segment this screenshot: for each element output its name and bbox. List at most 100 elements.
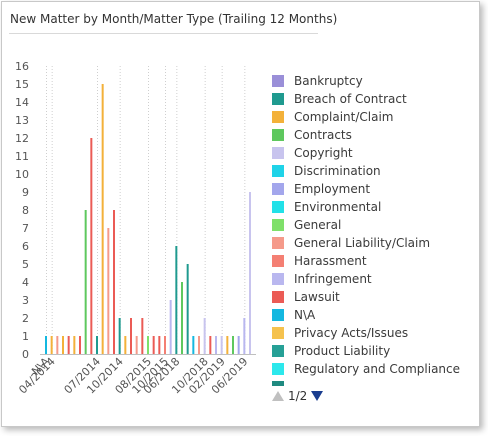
legend-item[interactable]: Discrimination: [272, 162, 477, 180]
next-page-icon[interactable]: [311, 391, 324, 401]
legend-label: Employment: [294, 182, 371, 196]
bar: [203, 318, 206, 354]
legend-item[interactable]: Privacy Acts/Issues: [272, 324, 477, 342]
legend-item[interactable]: Copyright: [272, 144, 477, 162]
legend-item[interactable]: General: [272, 216, 477, 234]
bar: [124, 336, 127, 354]
legend-label: Environmental: [294, 200, 382, 214]
legend-label: Regulatory and Compliance: [294, 362, 461, 376]
bar: [215, 336, 217, 354]
legend-label: Bankruptcy: [294, 74, 363, 88]
legend-item[interactable]: Infringement: [272, 270, 477, 288]
bar: [175, 246, 178, 354]
y-tick-label: 11: [15, 150, 29, 163]
bar: [62, 336, 64, 354]
bar: [45, 336, 47, 354]
y-tick-label: 7: [22, 222, 29, 235]
bar: [135, 336, 138, 354]
legend-item[interactable]: Complaint/Claim: [272, 108, 477, 126]
legend-label: Product Liability: [294, 344, 391, 358]
legend-item[interactable]: Lawsuit: [272, 288, 477, 306]
bar: [67, 336, 70, 354]
bar: [79, 336, 81, 354]
bar: [181, 282, 183, 354]
legend-swatch: [272, 363, 284, 375]
legend-swatch: [272, 111, 284, 123]
legend-swatch: [272, 219, 284, 231]
y-tick-label: 1: [22, 330, 29, 343]
y-tick-label: 12: [15, 132, 29, 145]
bar: [50, 336, 53, 354]
legend-item[interactable]: General Liability/Claim: [272, 234, 477, 252]
bar: [243, 318, 246, 354]
bar: [118, 318, 121, 354]
legend-swatch: [272, 381, 284, 386]
y-tick-label: 16: [15, 60, 29, 73]
legend-swatch: [272, 147, 284, 159]
bar: [209, 336, 212, 354]
y-tick-label: 14: [15, 96, 29, 109]
legend-label: Contracts: [294, 128, 352, 142]
y-tick-label: 0: [22, 348, 29, 361]
bar: [249, 192, 251, 354]
bar: [73, 336, 76, 354]
y-tick-label: 10: [15, 168, 29, 181]
legend-item[interactable]: Regulatory and Compliance: [272, 360, 477, 378]
bar: [186, 264, 189, 354]
bar: [198, 336, 200, 354]
bar: [232, 336, 234, 354]
legend-swatch: [272, 93, 284, 105]
y-tick-label: 5: [22, 258, 29, 271]
y-tick-label: 13: [15, 114, 29, 127]
y-tick-label: 15: [15, 78, 29, 91]
title-divider: [9, 33, 318, 34]
y-tick-label: 8: [22, 204, 29, 217]
bar: [90, 138, 93, 354]
legend-swatch: [272, 291, 284, 303]
legend-item[interactable]: Bankruptcy: [272, 72, 477, 90]
legend-item[interactable]: Environmental: [272, 198, 477, 216]
bar: [84, 210, 87, 354]
bar: [152, 336, 155, 354]
y-tick-label: 6: [22, 240, 29, 253]
legend-page-indicator: 1/2: [288, 389, 308, 403]
legend-pager: 1/2: [272, 389, 324, 403]
legend-item[interactable]: Harassment: [272, 252, 477, 270]
bar: [101, 84, 104, 354]
legend-label: General Liability/Claim: [294, 236, 431, 250]
legend-label: N\A: [294, 308, 316, 322]
grid-layer: [46, 66, 246, 354]
previous-page-icon[interactable]: [272, 391, 284, 401]
legend-item[interactable]: [272, 378, 477, 386]
legend-swatch: [272, 273, 284, 285]
chart-title: New Matter by Month/Matter Type (Trailin…: [10, 12, 338, 26]
legend-label: General: [294, 218, 342, 232]
chart-panel: New Matter by Month/Matter Type (Trailin…: [1, 1, 480, 427]
bar: [237, 336, 240, 354]
bar: [56, 336, 59, 354]
y-tick-label: 4: [22, 276, 29, 289]
bar-layer: [45, 84, 251, 354]
bar: [141, 318, 144, 354]
legend-item[interactable]: Contracts: [272, 126, 477, 144]
legend-label: Harassment: [294, 254, 367, 268]
legend-swatch: [272, 309, 284, 321]
legend-label: Discrimination: [294, 164, 381, 178]
legend-label: Complaint/Claim: [294, 110, 394, 124]
legend-swatch: [272, 255, 284, 267]
legend-item[interactable]: N\A: [272, 306, 477, 324]
legend-swatch: [272, 327, 284, 339]
legend-item[interactable]: Breach of Contract: [272, 90, 477, 108]
legend-swatch: [272, 183, 284, 195]
legend-item[interactable]: Product Liability: [272, 342, 477, 360]
legend-item[interactable]: Employment: [272, 180, 477, 198]
legend-label: Breach of Contract: [294, 92, 407, 106]
legend-label: Privacy Acts/Issues: [294, 326, 409, 340]
legend-swatch: [272, 201, 284, 213]
legend-label: Infringement: [294, 272, 372, 286]
y-tick-label: 3: [22, 294, 29, 307]
bar: [107, 228, 110, 354]
bar: [192, 336, 195, 354]
